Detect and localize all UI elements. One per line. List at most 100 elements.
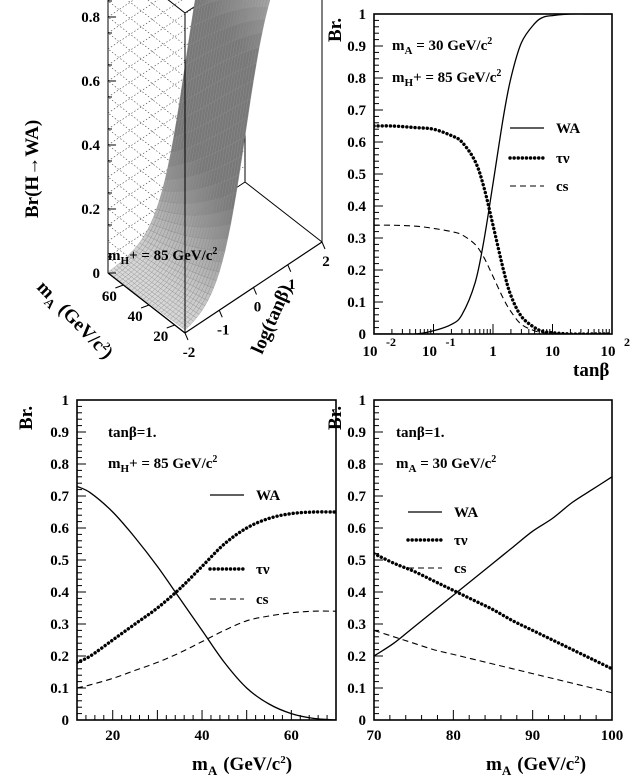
- series-line-solid: [77, 485, 336, 720]
- grid-line: [107, 160, 186, 222]
- y-tick-label: 0.1: [347, 681, 366, 697]
- y-axis-label: Br.: [325, 406, 346, 430]
- chart-br-vs-tanbeta: 0 0.1 0.2 0.3 0.4 0.5 0.6 0.7 0.8 0.9 1 10 -2 10 -1 1 10…: [325, 7, 630, 381]
- annotation-mh: mH+ = 85 GeV/c2: [392, 68, 501, 89]
- surface-cell: [202, 0, 207, 6]
- grid-line: [126, 0, 186, 46]
- plot-frame: [76, 399, 337, 721]
- surface-x-axis-label: log(tanβ): [247, 281, 296, 357]
- y-tick-label: 20: [153, 329, 168, 345]
- series-line-solid: [374, 476, 612, 657]
- legend-label: τν: [454, 533, 468, 549]
- x-tick-label: 1: [288, 277, 296, 293]
- z-tick-label: 0.6: [81, 74, 100, 90]
- grid-line: [107, 224, 186, 286]
- y-tick-label: 0.9: [347, 39, 366, 55]
- y-tick-label: 0.6: [50, 521, 69, 537]
- x-tick-label: 10: [363, 344, 378, 360]
- x-axis-label: mA (GeV/c2): [486, 754, 586, 778]
- x-tick-label: -2: [183, 345, 196, 361]
- series-line-solid: [374, 14, 612, 334]
- surface-mesh: [107, 0, 271, 331]
- grid-line: [107, 64, 186, 126]
- y-tick-label: 0.7: [347, 489, 366, 505]
- legend-label: WA: [454, 505, 478, 521]
- legend-label: WA: [556, 121, 580, 137]
- y-tick-label: 0.7: [50, 489, 69, 505]
- y-tick-label: 0.4: [347, 585, 366, 601]
- legend: WA τν cs: [508, 121, 580, 195]
- surface-cell: [240, 0, 247, 10]
- surface-y-ticks: 20 40 60: [102, 284, 175, 345]
- y-tick-label: 0: [359, 327, 367, 343]
- x-tick-label: 20: [105, 728, 120, 744]
- grid-line: [107, 80, 186, 142]
- grid-line: [107, 128, 186, 190]
- x-tick-exponent: 2: [624, 335, 630, 349]
- grid-line: [107, 112, 186, 174]
- y-tick-label: 0.4: [347, 199, 366, 215]
- y-tick-label: 1: [359, 7, 367, 23]
- plot-frame: [373, 399, 613, 721]
- legend-label: cs: [556, 179, 569, 195]
- series-lines: [374, 476, 612, 694]
- surface-cell: [205, 0, 210, 5]
- x-tick-label: 80: [446, 728, 461, 744]
- y-tick-label: 0.2: [347, 263, 366, 279]
- axis-ticks: 0 0.1 0.2 0.3 0.4 0.5 0.6 0.7 0.8 0.9 1 10 -2 10 -1 1 10…: [347, 7, 630, 360]
- x-tick-exponent: -2: [386, 335, 396, 349]
- grid-line: [107, 144, 186, 206]
- x-tick-label: 90: [525, 728, 540, 744]
- x-tick-label: 100: [601, 728, 624, 744]
- y-tick-label: 0.7: [347, 103, 366, 119]
- y-tick-label: 0.6: [347, 521, 366, 537]
- x-tick-label: 40: [195, 728, 210, 744]
- surface-cell: [246, 0, 253, 9]
- surface-cell: [252, 0, 258, 8]
- x-tick-label: -1: [217, 322, 230, 338]
- y-tick-label: 0.5: [50, 553, 69, 569]
- y-tick-label: 0.5: [347, 553, 366, 569]
- y-tick-label: 40: [128, 309, 143, 325]
- grid-line: [107, 240, 186, 302]
- series-lines: [77, 485, 336, 720]
- series-line-dotted: [374, 124, 612, 334]
- y-tick-label: 0.2: [347, 649, 366, 665]
- z-tick-label: 0.4: [81, 138, 100, 154]
- y-tick-label: 60: [102, 289, 117, 305]
- y-tick-label: 0.3: [347, 617, 366, 633]
- y-tick-label: 0.1: [347, 295, 366, 311]
- axis-ticks: 0 0.1 0.2 0.3 0.4 0.5 0.6 0.7 0.8 0.9 1 20 40 60: [50, 393, 337, 744]
- y-tick-label: 0.3: [50, 617, 69, 633]
- x-tick-mark: [184, 332, 189, 341]
- x-tick-mark: [218, 310, 223, 318]
- series-line-dashed: [374, 224, 612, 334]
- z-tick-label: 0: [93, 266, 101, 282]
- y-axis-label: Br.: [325, 18, 346, 42]
- grid-line: [107, 176, 186, 238]
- legend-label: τν: [256, 562, 270, 578]
- x-tick-label: 2: [322, 254, 330, 270]
- y-tick-mark: [166, 324, 175, 329]
- surface-cell: [211, 0, 215, 3]
- legend-label: cs: [454, 561, 467, 577]
- surface-plot: 0 0.2 0.4 0.6 0.8 -2 -1 0 1 2 20 40 60 Br(H→WA) mH…: [22, 0, 330, 363]
- x-axis-label: mA (GeV/c2): [192, 754, 292, 778]
- x-tick-mark: [287, 264, 292, 272]
- annotation-tanbeta: tanβ=1.: [108, 425, 157, 441]
- x-tick-label: 0: [254, 300, 262, 316]
- surface-cell: [214, 0, 218, 2]
- legend-label: τν: [556, 151, 570, 167]
- surface-cell: [193, 0, 199, 10]
- grid-line: [107, 208, 186, 270]
- y-tick-label: 0.8: [50, 457, 69, 473]
- z-tick-label: 0.2: [81, 202, 100, 218]
- x-tick-mark: [253, 287, 257, 295]
- y-tick-label: 0.9: [347, 425, 366, 441]
- y-tick-label: 0: [62, 713, 70, 729]
- y-tick-label: 0.8: [347, 71, 366, 87]
- surface-z-ticks: 0 0.2 0.4 0.6 0.8: [81, 0, 116, 282]
- series-line-dashed: [374, 629, 612, 694]
- grid-line: [107, 32, 186, 94]
